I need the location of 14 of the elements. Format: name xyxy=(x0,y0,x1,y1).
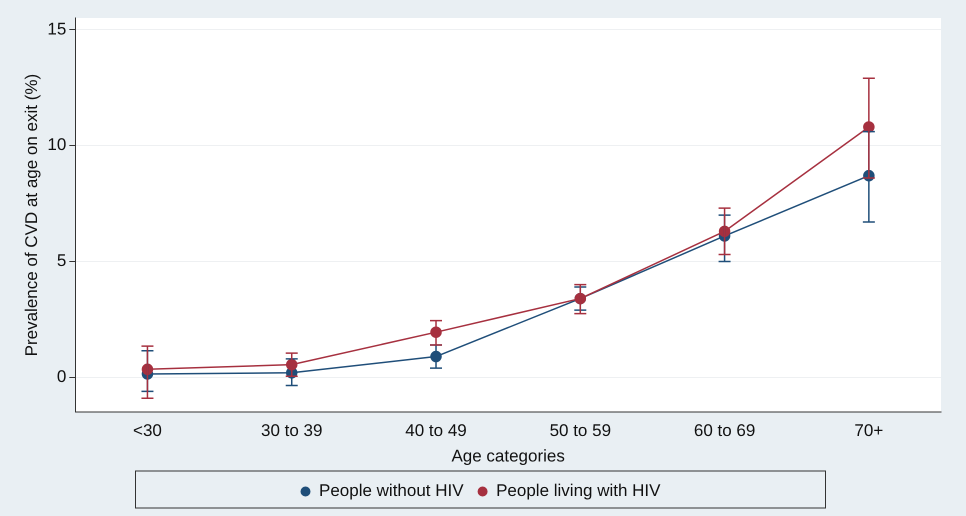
x-axis-title: Age categories xyxy=(451,446,565,466)
x-tick-label: 30 to 39 xyxy=(261,421,322,440)
x-tick-label: 50 to 59 xyxy=(550,421,612,440)
legend-label: People living with HIV xyxy=(496,481,662,500)
y-tick-label: 10 xyxy=(47,135,66,154)
y-tick-label: 5 xyxy=(56,251,66,270)
y-tick-label: 0 xyxy=(56,367,66,386)
x-tick-label: 40 to 49 xyxy=(405,421,467,440)
y-tick-label: 15 xyxy=(47,19,66,38)
y-axis-title: Prevalence of CVD at age on exit (%) xyxy=(22,74,41,356)
x-tick-label: 70+ xyxy=(854,421,884,440)
x-tick-label: 60 to 69 xyxy=(694,421,756,440)
legend-label: People without HIV xyxy=(319,481,464,500)
x-tick-label: <30 xyxy=(133,421,162,440)
